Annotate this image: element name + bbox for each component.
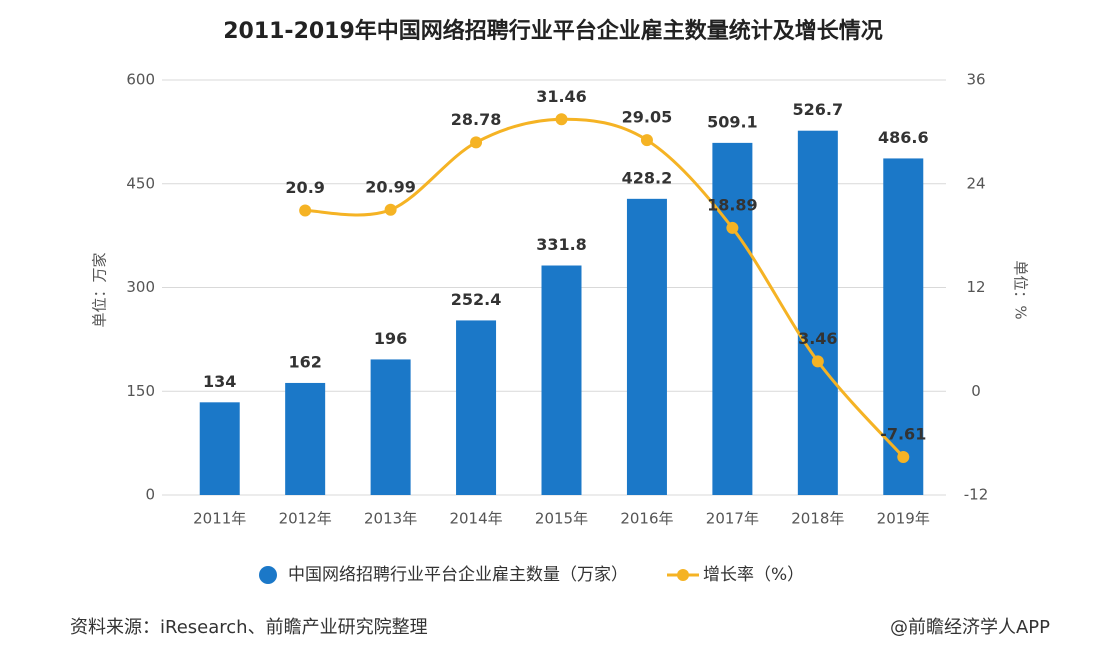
data-label: 162: [288, 352, 321, 371]
chart-title: 2011-2019年中国网络招聘行业平台企业雇主数量统计及增长情况: [223, 18, 883, 44]
bar: [883, 158, 924, 495]
data-label: 20.99: [365, 177, 416, 196]
line-point: [470, 136, 483, 149]
x-tick-label: 2016年: [620, 510, 673, 528]
x-tick-label: 2019年: [877, 510, 930, 528]
bar: [797, 130, 838, 496]
bar: [199, 402, 240, 495]
data-label: 428.2: [622, 168, 673, 187]
data-label: 331.8: [536, 235, 587, 254]
bar: [456, 320, 497, 495]
y2-tick-label: 36: [966, 71, 985, 89]
y-tick-label: 0: [145, 486, 155, 504]
y2-tick-label: -12: [964, 486, 989, 504]
y-tick-label: 450: [126, 174, 155, 192]
x-tick-label: 2018年: [791, 510, 844, 528]
y2-axis-label: 单位：%: [1012, 260, 1030, 319]
data-label: 20.9: [285, 178, 324, 197]
bar: [285, 382, 326, 495]
bar: [626, 198, 667, 495]
bar: [541, 265, 582, 495]
y-tick-label: 600: [126, 71, 155, 89]
legend-marker: [677, 569, 689, 581]
legend-label: 增长率（%）: [703, 565, 804, 585]
line-point: [811, 355, 824, 368]
data-label: 486.6: [878, 128, 929, 147]
data-label: 509.1: [707, 112, 758, 131]
x-tick-label: 2014年: [449, 510, 502, 528]
line-point: [555, 113, 568, 126]
bar: [370, 359, 411, 495]
data-label: 526.7: [793, 100, 844, 119]
data-label: 28.78: [451, 110, 502, 129]
y-tick-label: 150: [126, 382, 155, 400]
legend-label: 中国网络招聘行业平台企业雇主数量（万家）: [288, 565, 628, 585]
y-axis-label: 单位：万家: [91, 252, 109, 327]
y2-tick-label: 0: [971, 382, 981, 400]
data-label: 252.4: [451, 290, 502, 309]
line-point: [726, 221, 739, 234]
y-tick-label: 300: [126, 278, 155, 296]
line-point: [384, 203, 397, 216]
y2-tick-label: 24: [966, 174, 985, 192]
source-note: 资料来源：iResearch、前瞻产业研究院整理: [70, 617, 428, 638]
line-point: [640, 134, 653, 147]
x-tick-label: 2012年: [279, 510, 332, 528]
data-label: 3.46: [798, 329, 837, 348]
data-label: 31.46: [536, 87, 587, 106]
x-tick-label: 2013年: [364, 510, 417, 528]
x-tick-label: 2011年: [193, 510, 246, 528]
data-label: -7.61: [880, 425, 926, 444]
x-tick-label: 2017年: [706, 510, 759, 528]
credit: @前瞻经济学人APP: [890, 617, 1050, 638]
data-label: 196: [374, 329, 407, 348]
data-label: 18.89: [707, 195, 758, 214]
x-tick-label: 2015年: [535, 510, 588, 528]
data-label: 134: [203, 372, 236, 391]
line-point: [897, 451, 910, 464]
legend-marker: [259, 566, 277, 584]
bar: [712, 142, 753, 495]
y2-tick-label: 12: [966, 278, 985, 296]
line-point: [299, 204, 312, 217]
data-label: 29.05: [622, 108, 673, 127]
